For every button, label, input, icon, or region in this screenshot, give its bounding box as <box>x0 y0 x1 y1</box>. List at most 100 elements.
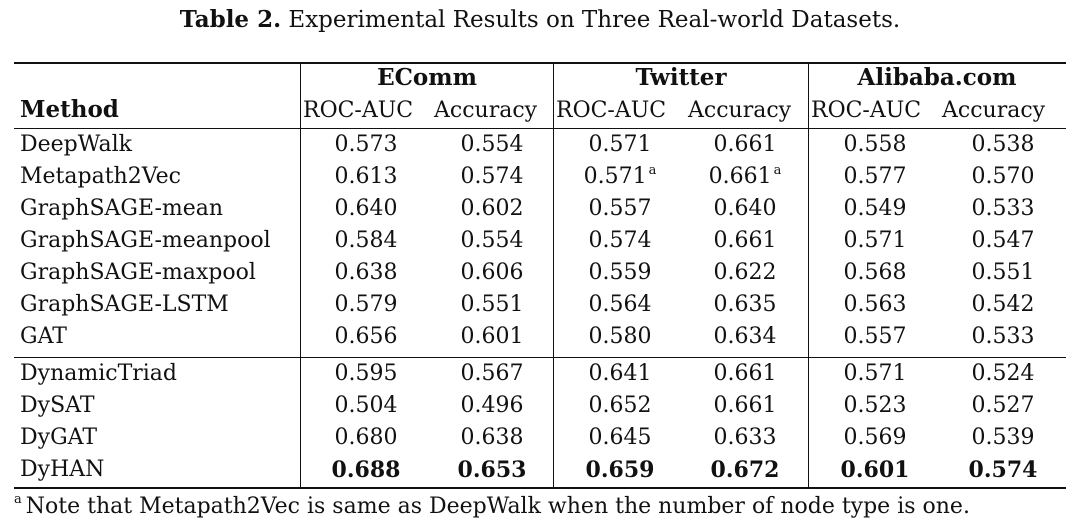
table-cell: 0.577 <box>843 164 907 189</box>
table-cell: 0.640 <box>713 196 777 221</box>
table-cell: 0.638 <box>460 425 524 450</box>
table-cell: 0.641 <box>588 361 652 386</box>
table-cell: 0.554 <box>460 132 524 157</box>
method-name: DynamicTriad <box>20 361 177 386</box>
table-cell: 0.633 <box>713 425 777 450</box>
table-cell: 0.634 <box>713 324 777 349</box>
table-cell: 0.602 <box>460 196 524 221</box>
top-rule <box>14 62 1066 64</box>
table-cell: 0.622 <box>713 260 777 285</box>
table-cell: 0.613 <box>334 164 398 189</box>
method-name: DyHAN <box>20 457 105 482</box>
table-cell: 0.595 <box>334 361 398 386</box>
table-cell: 0.571 a <box>583 163 657 189</box>
table-cell: 0.569 <box>843 425 907 450</box>
method-name: GraphSAGE-LSTM <box>20 292 229 317</box>
method-name: GraphSAGE-maxpool <box>20 260 256 285</box>
group-separator-rule <box>14 357 1066 358</box>
table-cell: 0.661 <box>713 361 777 386</box>
table-title: Experimental Results on Three Real-world… <box>288 7 901 33</box>
table-cell: 0.661 a <box>708 163 782 189</box>
dataset-header: Twitter <box>635 64 727 91</box>
table-cell: 0.688 <box>331 457 401 483</box>
metric-header: Accuracy <box>688 98 792 123</box>
table-cell: 0.557 <box>588 196 652 221</box>
footnote-marker: a <box>648 163 657 178</box>
table-cell: 0.635 <box>713 292 777 317</box>
table-cell: 0.549 <box>843 196 907 221</box>
table-footnote: a Note that Metapath2Vec is same as DeepW… <box>14 492 970 519</box>
table-cell: 0.574 <box>588 228 652 253</box>
table-cell: 0.653 <box>457 457 527 483</box>
table-cell: 0.538 <box>971 132 1035 157</box>
table-cell: 0.579 <box>334 292 398 317</box>
column-separator-1 <box>300 62 301 487</box>
table-cell: 0.558 <box>843 132 907 157</box>
table-cell: 0.573 <box>334 132 398 157</box>
table-cell: 0.570 <box>971 164 1035 189</box>
footnote-marker: a <box>14 492 22 507</box>
column-separator-3 <box>808 62 809 487</box>
table-cell: 0.574 <box>968 457 1038 483</box>
table-cell: 0.533 <box>971 324 1035 349</box>
table-caption: Table 2. Experimental Results on Three R… <box>0 6 1080 33</box>
table-cell: 0.580 <box>588 324 652 349</box>
method-name: GraphSAGE-meanpool <box>20 228 271 253</box>
method-name: GAT <box>20 324 67 349</box>
method-header: Method <box>20 96 119 123</box>
dataset-header: EComm <box>377 64 477 91</box>
table-cell: 0.568 <box>843 260 907 285</box>
table-cell: 0.563 <box>843 292 907 317</box>
footnote-text: Note that Metapath2Vec is same as DeepWa… <box>25 494 970 519</box>
table-cell: 0.551 <box>460 292 524 317</box>
table-cell: 0.661 <box>713 393 777 418</box>
table-cell: 0.559 <box>588 260 652 285</box>
metric-header: ROC-AUC <box>556 98 667 123</box>
metric-header: Accuracy <box>942 98 1046 123</box>
table-cell: 0.656 <box>334 324 398 349</box>
column-separator-2 <box>553 62 554 487</box>
bottom-rule <box>14 487 1066 489</box>
table-cell: 0.523 <box>843 393 907 418</box>
table-cell: 0.524 <box>971 361 1035 386</box>
method-name: DyGAT <box>20 425 97 450</box>
metric-header: ROC-AUC <box>811 98 922 123</box>
header-rule <box>14 128 1066 129</box>
table-cell: 0.496 <box>460 393 524 418</box>
table-cell: 0.571 <box>843 361 907 386</box>
table-cell: 0.551 <box>971 260 1035 285</box>
method-name: Metapath2Vec <box>20 164 181 189</box>
table-cell: 0.640 <box>334 196 398 221</box>
method-name: DeepWalk <box>20 132 132 157</box>
table-cell: 0.547 <box>971 228 1035 253</box>
table-cell: 0.601 <box>460 324 524 349</box>
table-cell: 0.574 <box>460 164 524 189</box>
metric-header: ROC-AUC <box>303 98 414 123</box>
metric-header: Accuracy <box>434 98 538 123</box>
table-cell: 0.672 <box>710 457 780 483</box>
method-name: DySAT <box>20 393 95 418</box>
table-cell: 0.527 <box>971 393 1035 418</box>
table-cell: 0.567 <box>460 361 524 386</box>
method-name: GraphSAGE-mean <box>20 196 224 221</box>
table-cell: 0.571 <box>588 132 652 157</box>
table-cell: 0.542 <box>971 292 1035 317</box>
table-cell: 0.652 <box>588 393 652 418</box>
table-cell: 0.539 <box>971 425 1035 450</box>
table-cell: 0.533 <box>971 196 1035 221</box>
table-cell: 0.564 <box>588 292 652 317</box>
table-cell: 0.638 <box>334 260 398 285</box>
table-cell: 0.661 <box>713 228 777 253</box>
table-cell: 0.606 <box>460 260 524 285</box>
table-cell: 0.554 <box>460 228 524 253</box>
footnote-marker: a <box>773 163 782 178</box>
table-cell: 0.661 <box>713 132 777 157</box>
dataset-header: Alibaba.com <box>857 64 1017 91</box>
table-cell: 0.680 <box>334 425 398 450</box>
table-cell: 0.659 <box>585 457 655 483</box>
table-cell: 0.571 <box>843 228 907 253</box>
table-cell: 0.584 <box>334 228 398 253</box>
table-label: Table 2. <box>179 6 282 33</box>
table-cell: 0.557 <box>843 324 907 349</box>
table-cell: 0.601 <box>840 457 910 483</box>
